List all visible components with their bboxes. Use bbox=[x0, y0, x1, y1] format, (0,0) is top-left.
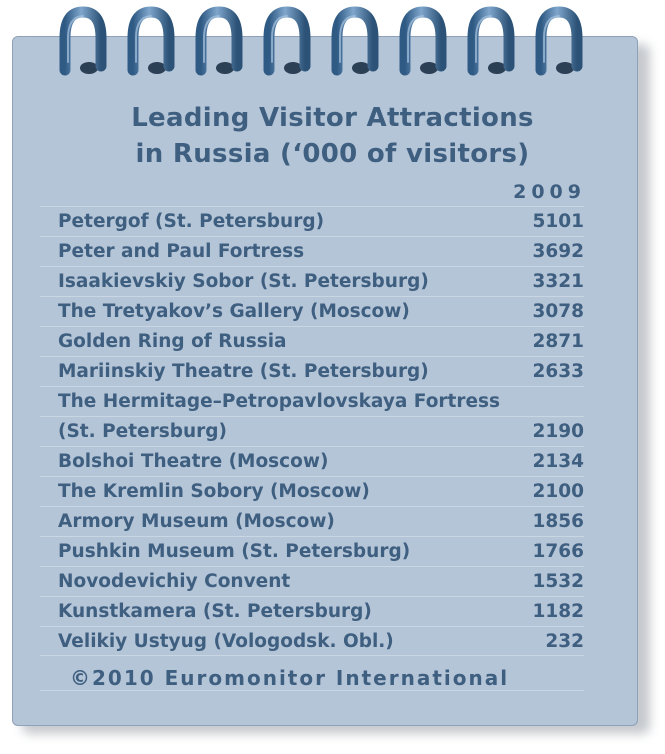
attraction-name: The Hermitage–Petropavlovskaya Fortress bbox=[58, 391, 501, 412]
table-row: Bolshoi Theatre (Moscow) 2134 bbox=[40, 446, 584, 476]
table-row: The Kremlin Sobory (Moscow) 2100 bbox=[40, 476, 584, 506]
footer-divider bbox=[40, 690, 584, 691]
visitor-count: 1182 bbox=[532, 601, 585, 622]
table-row: Velikiy Ustyug (Vologodsk. Obl.) 232 bbox=[40, 626, 584, 656]
attraction-name: Mariinskiy Theatre (St. Petersburg) bbox=[58, 361, 429, 382]
table-row: Isaakievskiy Sobor (St. Petersburg) 3321 bbox=[40, 266, 584, 296]
attraction-name: Golden Ring of Russia bbox=[58, 331, 287, 352]
spiral-binding bbox=[59, 6, 583, 76]
table-row: Pushkin Museum (St. Petersburg) 1766 bbox=[40, 536, 584, 566]
spiral-ring-icon bbox=[535, 6, 583, 76]
visitor-count: 232 bbox=[545, 631, 584, 652]
table-row: Novodevichiy Convent 1532 bbox=[40, 566, 584, 596]
spiral-ring-icon bbox=[331, 6, 379, 76]
table-row-continuation: (St. Petersburg) 2190 bbox=[40, 416, 584, 446]
title-line-1: Leading Visitor Attractions bbox=[131, 103, 534, 133]
attraction-name: Velikiy Ustyug (Vologodsk. Obl.) bbox=[58, 631, 394, 652]
attraction-name: Pushkin Museum (St. Petersburg) bbox=[58, 541, 411, 562]
table-row: Petergof (St. Petersburg) 5101 bbox=[40, 206, 584, 236]
column-header-year: 2009 bbox=[513, 181, 586, 203]
attraction-name: Kunstkamera (St. Petersburg) bbox=[58, 601, 372, 622]
chart-title: Leading Visitor Attractions in Russia (‘… bbox=[0, 100, 665, 172]
attraction-name: The Kremlin Sobory (Moscow) bbox=[58, 481, 370, 502]
visitor-count: 2100 bbox=[532, 481, 585, 502]
spiral-ring-icon bbox=[467, 6, 515, 76]
visitor-count: 1532 bbox=[532, 571, 585, 592]
table-row: Kunstkamera (St. Petersburg) 1182 bbox=[40, 596, 584, 626]
table-row: The Hermitage–Petropavlovskaya Fortress bbox=[40, 386, 584, 416]
visitor-count: 3078 bbox=[532, 301, 585, 322]
spiral-ring-icon bbox=[195, 6, 243, 76]
spiral-ring-icon bbox=[59, 6, 107, 76]
attraction-name: Armory Museum (Moscow) bbox=[58, 511, 335, 532]
table-row: Golden Ring of Russia 2871 bbox=[40, 326, 584, 356]
attraction-name: The Tretyakov’s Gallery (Moscow) bbox=[58, 301, 410, 322]
attractions-table: Petergof (St. Petersburg) 5101 Peter and P… bbox=[40, 206, 584, 656]
attraction-name: Petergof (St. Petersburg) bbox=[58, 211, 325, 232]
visitor-count: 3321 bbox=[532, 271, 585, 292]
notepad-paper bbox=[12, 36, 638, 726]
attraction-name: Bolshoi Theatre (Moscow) bbox=[58, 451, 329, 472]
spiral-ring-icon bbox=[263, 6, 311, 76]
attraction-name: Novodevichiy Convent bbox=[58, 571, 291, 592]
visitor-count: 1766 bbox=[532, 541, 585, 562]
table-row: Peter and Paul Fortress 3692 bbox=[40, 236, 584, 266]
attraction-name-line-2: (St. Petersburg) bbox=[58, 421, 227, 442]
visitor-count: 5101 bbox=[532, 211, 585, 232]
visitor-count: 1856 bbox=[532, 511, 585, 532]
visitor-count: 2871 bbox=[532, 331, 585, 352]
copyright-footer: ©2010 Euromonitor International bbox=[70, 666, 510, 690]
table-row: Armory Museum (Moscow) 1856 bbox=[40, 506, 584, 536]
spiral-ring-icon bbox=[399, 6, 447, 76]
visitor-count: 2134 bbox=[532, 451, 585, 472]
spiral-ring-icon bbox=[127, 6, 175, 76]
title-line-2: in Russia (‘000 of visitors) bbox=[135, 139, 530, 169]
attraction-name: Isaakievskiy Sobor (St. Petersburg) bbox=[58, 271, 429, 292]
visitor-count: 2190 bbox=[532, 421, 585, 442]
visitor-count: 2633 bbox=[532, 361, 585, 382]
table-row: Mariinskiy Theatre (St. Petersburg) 2633 bbox=[40, 356, 584, 386]
visitor-count: 3692 bbox=[532, 241, 585, 262]
table-row: The Tretyakov’s Gallery (Moscow) 3078 bbox=[40, 296, 584, 326]
attraction-name: Peter and Paul Fortress bbox=[58, 241, 305, 262]
